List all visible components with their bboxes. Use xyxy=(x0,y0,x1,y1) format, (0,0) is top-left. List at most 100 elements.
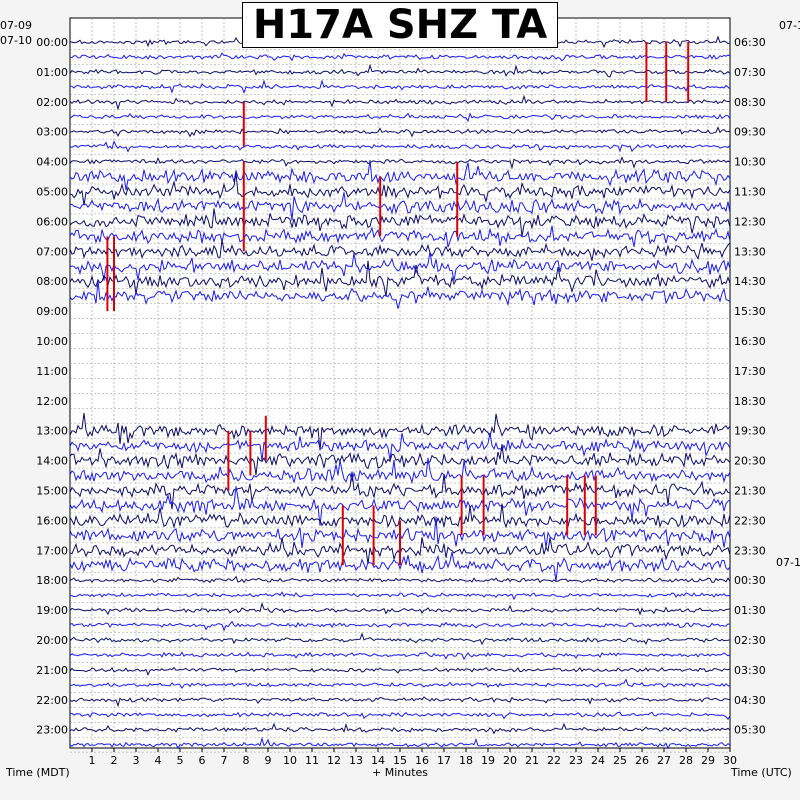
x-tick-label: 24 xyxy=(591,754,605,767)
title-box: H17A SHZ TA xyxy=(242,2,558,48)
right-hour-label: 16:30 xyxy=(734,335,766,348)
right-hour-label: 05:30 xyxy=(734,724,766,737)
trace-line xyxy=(69,575,731,584)
left-hour-label: 20:00 xyxy=(36,634,68,647)
left-hour-labels: 00:00 01:00 02:00 03:00 04:00 05:00 06:00 07:00… xyxy=(36,36,68,737)
right-hour-label: 01:30 xyxy=(734,604,766,617)
x-tick-label: 27 xyxy=(657,754,671,767)
left-hour-label: 21:00 xyxy=(36,664,68,677)
trace-line xyxy=(69,260,731,297)
x-tick-label: 13 xyxy=(349,754,363,767)
trace-line xyxy=(69,159,731,191)
left-hour-label: 07:00 xyxy=(36,245,68,258)
left-hour-label: 17:00 xyxy=(36,544,68,557)
right-hour-label: 15:30 xyxy=(734,305,766,318)
x-tick-label: 10 xyxy=(283,754,297,767)
trace-line xyxy=(69,632,731,646)
x-tick-label: 20 xyxy=(503,754,517,767)
trace-line xyxy=(69,651,731,661)
left-hour-label: 00:00 xyxy=(36,36,68,49)
right-hour-label: 11:30 xyxy=(734,186,766,199)
trace-line xyxy=(69,666,731,676)
x-tick-label: 4 xyxy=(155,754,162,767)
right-hour-label: 14:30 xyxy=(734,275,766,288)
right-axis-label: Time (UTC) xyxy=(731,766,792,779)
right-hour-label: 20:30 xyxy=(734,455,766,468)
date-label-left-top: 07-09 xyxy=(0,19,32,32)
bottom-axis-label: + Minutes xyxy=(372,766,429,779)
right-hour-label: 02:30 xyxy=(734,634,766,647)
trace-line xyxy=(69,94,731,111)
x-tick-label: 21 xyxy=(525,754,539,767)
x-tick-label: 7 xyxy=(221,754,228,767)
trace-line xyxy=(69,432,731,462)
trace-line xyxy=(69,503,731,529)
trace-line xyxy=(69,471,731,510)
left-hour-label: 06:00 xyxy=(36,215,68,228)
x-tick-label: 23 xyxy=(569,754,583,767)
x-tick-label: 12 xyxy=(327,754,341,767)
trace-line xyxy=(69,52,731,62)
left-axis-label: Time (MDT) xyxy=(6,766,70,779)
trace-line xyxy=(69,192,731,221)
left-hour-label: 02:00 xyxy=(36,96,68,109)
right-hour-label: 03:30 xyxy=(734,664,766,677)
x-tick-label: 15 xyxy=(393,754,407,767)
date-label-right-mid: 07-1 xyxy=(776,556,800,569)
trace-line xyxy=(69,79,731,95)
left-hour-label: 05:00 xyxy=(36,186,68,199)
x-tick-label: 30 xyxy=(723,754,737,767)
trace-line xyxy=(69,251,731,281)
left-hour-label: 16:00 xyxy=(36,514,68,527)
trace-line xyxy=(69,139,731,153)
trace-line xyxy=(69,239,731,261)
trace-line xyxy=(69,486,731,526)
left-hour-label: 15:00 xyxy=(36,485,68,498)
x-tick-label: 25 xyxy=(613,754,627,767)
x-tick-label: 9 xyxy=(265,754,272,767)
trace-line xyxy=(69,711,731,721)
trace-line xyxy=(69,551,731,582)
trace-line xyxy=(69,620,731,632)
x-tick-label: 6 xyxy=(199,754,206,767)
x-tick-label: 17 xyxy=(437,754,451,767)
left-hour-label: 23:00 xyxy=(36,724,68,737)
x-tick-label: 22 xyxy=(547,754,561,767)
x-tick-label: 19 xyxy=(481,754,495,767)
left-hour-label: 22:00 xyxy=(36,694,68,707)
right-hour-label: 22:30 xyxy=(734,514,766,527)
x-tick-label: 11 xyxy=(305,754,319,767)
left-hour-label: 01:00 xyxy=(36,66,68,79)
trace-line xyxy=(69,208,731,237)
x-tick-label: 28 xyxy=(679,754,693,767)
right-hour-label: 12:30 xyxy=(734,215,766,228)
left-hour-label: 04:00 xyxy=(36,156,68,169)
right-hour-label: 08:30 xyxy=(734,96,766,109)
x-tick-label: 26 xyxy=(635,754,649,767)
left-hour-label: 03:00 xyxy=(36,126,68,139)
right-hour-label: 19:30 xyxy=(734,425,766,438)
left-hour-label: 18:00 xyxy=(36,574,68,587)
right-hour-label: 07:30 xyxy=(734,66,766,79)
x-ticks: 1 2 3 4 5 6 7 8 9 10 11 12 13 14 15 16 17 18 19 20 21 22 23 24 2… xyxy=(89,748,737,767)
trace-line xyxy=(69,63,731,78)
right-hour-label: 21:30 xyxy=(734,485,766,498)
trace-line xyxy=(69,444,731,476)
trace-line xyxy=(69,112,731,123)
x-tick-label: 18 xyxy=(459,754,473,767)
right-hour-label: 00:30 xyxy=(734,574,766,587)
x-tick-label: 1 xyxy=(89,754,96,767)
x-tick-label: 3 xyxy=(133,754,140,767)
right-hour-label: 18:30 xyxy=(734,395,766,408)
trace-line xyxy=(69,280,731,309)
date-label-left-bottom: 07-10 xyxy=(0,34,32,47)
x-tick-label: 8 xyxy=(243,754,250,767)
right-hour-label: 09:30 xyxy=(734,126,766,139)
trace-line xyxy=(69,602,731,616)
left-hour-label: 13:00 xyxy=(36,425,68,438)
trace-line xyxy=(69,225,731,248)
x-tick-label: 14 xyxy=(371,754,385,767)
left-hour-label: 19:00 xyxy=(36,604,68,617)
chart-title: H17A SHZ TA xyxy=(252,2,548,48)
